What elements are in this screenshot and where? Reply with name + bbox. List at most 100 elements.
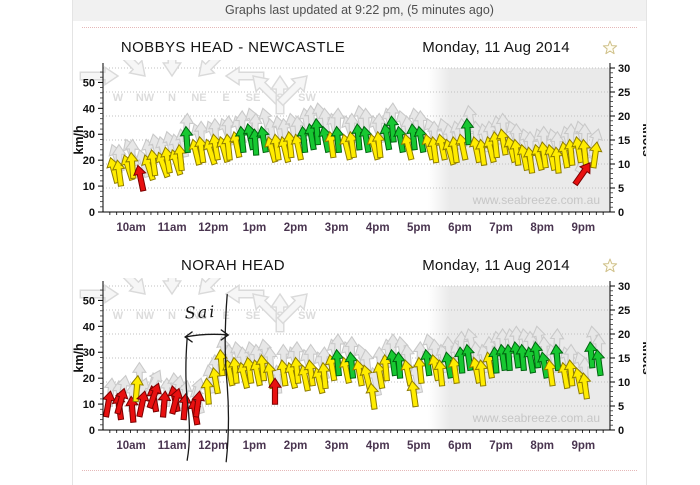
y-axis-tick-kmh: 10 bbox=[83, 181, 95, 193]
direction-key-label: NE bbox=[191, 92, 206, 104]
direction-key-arrow-icon bbox=[161, 60, 183, 78]
chart-block-nobbys-head: NOBBYS HEAD - NEWCASTLE Monday, 11 Aug 2… bbox=[73, 35, 646, 246]
x-axis-hour-label: 2pm bbox=[284, 222, 308, 234]
x-axis-hour-label: 5pm bbox=[407, 440, 431, 452]
chart-date: Monday, 11 Aug 2014 bbox=[422, 39, 570, 56]
x-axis-hour-label: 5pm bbox=[407, 222, 431, 234]
chart-block-norah-head: NORAH HEAD Monday, 11 Aug 2014 W NW N NE E SE… bbox=[73, 253, 646, 464]
chart-title: NORAH HEAD bbox=[180, 257, 285, 274]
chart-header: NOBBYS HEAD - NEWCASTLE Monday, 11 Aug 2… bbox=[73, 35, 646, 60]
content-panel: Graphs last updated at 9:22 pm, (5 minut… bbox=[72, 0, 647, 485]
wind-arrow-icon bbox=[316, 361, 331, 390]
wind-arrow-icon bbox=[179, 125, 194, 154]
x-axis-hour-label: 4pm bbox=[366, 440, 390, 452]
x-axis-hour-label: 10am bbox=[116, 222, 145, 234]
wind-graph-norah-head: WNWNNEESESSWwww.seabreeze.com.au01020304… bbox=[73, 278, 646, 463]
y-axis-tick-kmh: 40 bbox=[83, 103, 95, 115]
direction-key-label: SE bbox=[246, 310, 261, 322]
y-axis-tick-kmh: 30 bbox=[83, 129, 95, 141]
wind-arrow-icon bbox=[588, 141, 603, 169]
x-axis-hour-label: 11am bbox=[158, 222, 187, 234]
direction-key-label: SW bbox=[298, 310, 316, 322]
y-axis-tick-knots: 0 bbox=[618, 425, 624, 437]
x-axis-hour-label: 10am bbox=[116, 440, 145, 452]
direction-key: WNWNNEESESSW bbox=[79, 60, 316, 115]
x-axis-hour-label: 4pm bbox=[366, 222, 390, 234]
y-axis-label-kmh: km/h bbox=[73, 343, 86, 372]
favourite-star-icon[interactable] bbox=[602, 258, 618, 273]
chart-header: NORAH HEAD Monday, 11 Aug 2014 bbox=[73, 253, 646, 278]
top-divider bbox=[82, 27, 637, 28]
y-axis-tick-knots: 15 bbox=[618, 353, 630, 365]
y-axis-tick-kmh: 30 bbox=[83, 347, 95, 359]
x-axis-hour-label: 3pm bbox=[325, 222, 349, 234]
direction-key-label: E bbox=[222, 92, 229, 104]
y-axis-tick-knots: 20 bbox=[618, 111, 630, 123]
y-axis-label-kmh: km/h bbox=[73, 125, 86, 154]
x-axis-hour-label: 8pm bbox=[530, 440, 554, 452]
direction-key-label: SW bbox=[298, 92, 316, 104]
direction-key-label: NW bbox=[136, 310, 155, 322]
x-axis-hour-label: 6pm bbox=[448, 440, 472, 452]
hand-line-right bbox=[224, 293, 230, 463]
direction-key-arrow-icon bbox=[224, 283, 265, 305]
direction-key-label: SE bbox=[246, 92, 261, 104]
bottom-divider bbox=[82, 470, 637, 471]
direction-key-arrow-icon bbox=[224, 65, 265, 87]
y-axis-tick-knots: 0 bbox=[618, 207, 624, 219]
direction-key-arrow-icon bbox=[276, 293, 308, 325]
chart-title: NOBBYS HEAD - NEWCASTLE bbox=[120, 39, 346, 56]
wind-arrow-icon bbox=[130, 374, 144, 403]
direction-key-label: NW bbox=[136, 92, 155, 104]
y-axis-tick-knots: 10 bbox=[618, 377, 630, 389]
direction-key-arrow-icon bbox=[79, 283, 120, 305]
x-axis-hour-label: 3pm bbox=[325, 440, 349, 452]
x-axis-hour-label: 12pm bbox=[198, 440, 228, 452]
direction-key-label: W bbox=[113, 92, 124, 104]
direction-key-arrow-icon bbox=[198, 60, 230, 77]
wind-arrows bbox=[106, 115, 603, 192]
y-axis-tick-knots: 10 bbox=[618, 159, 630, 171]
x-axis-hour-label: 1pm bbox=[243, 440, 267, 452]
x-axis-hour-label: 9pm bbox=[571, 440, 595, 452]
y-axis-tick-knots: 30 bbox=[618, 63, 630, 75]
direction-key-label: W bbox=[113, 310, 124, 322]
wind-arrow-icon bbox=[406, 379, 421, 408]
y-axis-tick-knots: 30 bbox=[618, 281, 630, 293]
direction-key-arrow-icon bbox=[276, 75, 308, 107]
y-axis-tick-kmh: 20 bbox=[83, 373, 95, 385]
x-axis-hour-label: 11am bbox=[158, 440, 187, 452]
last-updated-text: Graphs last updated at 9:22 pm, (5 minut… bbox=[225, 3, 494, 17]
wind-arrow-icon bbox=[114, 387, 129, 415]
wind-arrow-icon bbox=[591, 348, 606, 377]
y-axis-label-knots: knots bbox=[640, 341, 646, 374]
x-axis-hour-label: 8pm bbox=[530, 222, 554, 234]
last-updated-bar: Graphs last updated at 9:22 pm, (5 minut… bbox=[73, 0, 646, 21]
y-axis-tick-knots: 25 bbox=[618, 305, 630, 317]
wind-arrows bbox=[102, 341, 606, 426]
wind-arrow-icon bbox=[191, 390, 206, 418]
wind-arrow-icon bbox=[268, 377, 282, 405]
wind-arrow-icon bbox=[371, 130, 386, 159]
y-axis-tick-kmh: 0 bbox=[89, 425, 95, 437]
y-axis-tick-kmh: 40 bbox=[83, 321, 95, 333]
wind-arrow-icon bbox=[433, 359, 448, 387]
y-axis-tick-knots: 5 bbox=[618, 401, 624, 413]
wind-arrow-icon bbox=[146, 382, 162, 410]
y-axis-tick-knots: 5 bbox=[618, 183, 624, 195]
direction-key-arrow-icon bbox=[114, 278, 146, 295]
favourite-star-icon[interactable] bbox=[602, 40, 618, 55]
y-axis-tick-kmh: 10 bbox=[83, 399, 95, 411]
x-axis-hour-label: 2pm bbox=[284, 440, 308, 452]
wind-arrow-icon bbox=[200, 377, 215, 405]
direction-key-arrow-icon bbox=[79, 65, 120, 87]
watermark: www.seabreeze.com.au bbox=[472, 411, 600, 425]
y-axis-tick-kmh: 0 bbox=[89, 207, 95, 219]
wind-arrow-icon bbox=[157, 390, 172, 418]
direction-key-arrow-icon bbox=[161, 278, 183, 296]
direction-key-label: N bbox=[168, 310, 176, 322]
wind-arrow-icon bbox=[365, 382, 380, 410]
wind-arrow-icon bbox=[133, 164, 147, 192]
wind-arrow-icon bbox=[460, 117, 475, 146]
